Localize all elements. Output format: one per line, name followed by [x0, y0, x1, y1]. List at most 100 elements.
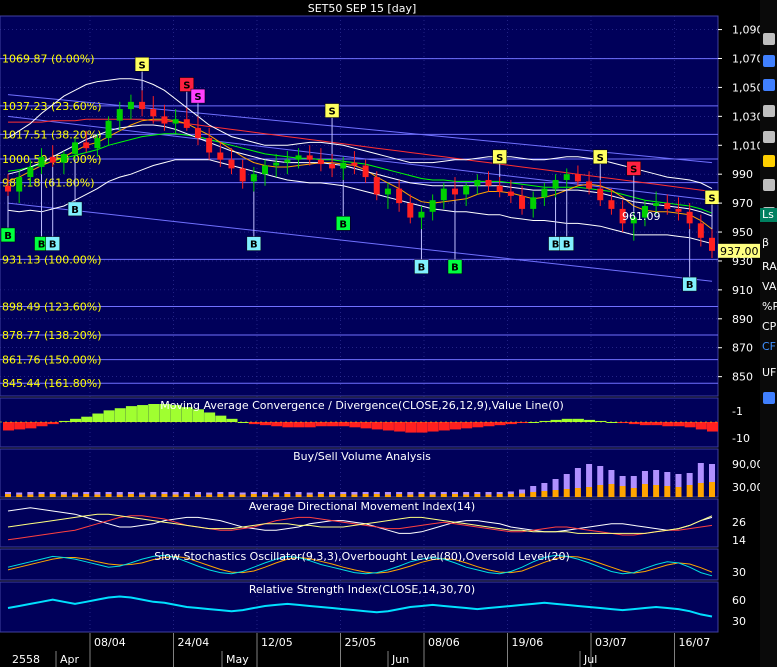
volume-sell-bar: [418, 492, 425, 494]
volume-sell-bar: [519, 489, 526, 494]
volume-sell-bar: [60, 492, 67, 495]
volume-sell-bar: [317, 492, 324, 494]
macd-bar: [394, 422, 406, 432]
volume-tick: 30,00: [732, 481, 764, 494]
volume-sell-bar: [38, 492, 45, 494]
macd-bar: [58, 420, 70, 422]
toolbar-label[interactable]: UF: [762, 366, 776, 379]
ma-fast-line: [7, 118, 713, 230]
volume-sell-bar: [105, 492, 112, 494]
signal-label: B: [451, 263, 459, 274]
candle-body: [507, 191, 514, 196]
macd-tick: -10: [732, 432, 750, 445]
volume-sell-bar: [284, 492, 291, 494]
toolbar-label[interactable]: %P: [762, 300, 777, 313]
toolbar-icon[interactable]: [763, 155, 775, 167]
macd-bar: [215, 415, 227, 422]
buy-signal-marker: [0, 227, 16, 243]
trend-line: [7, 115, 713, 201]
volume-buy-bar: [49, 494, 56, 497]
toolbar-label[interactable]: β: [762, 236, 769, 249]
volume-sell-bar: [697, 463, 704, 483]
fib-label: 861.76 (150.00%): [2, 354, 102, 367]
volume-sell-bar: [541, 483, 548, 491]
candle-body: [239, 168, 246, 182]
volume-sell-bar: [228, 492, 235, 495]
toolbar-label[interactable]: CP: [762, 320, 777, 333]
volume-sell-bar: [653, 470, 660, 485]
toolbar-icon[interactable]: [763, 105, 775, 117]
candle-body: [105, 120, 112, 139]
volume-buy-bar: [653, 485, 660, 497]
volume-sell-bar: [273, 492, 280, 495]
trend-line: [7, 202, 713, 282]
macd-bar: [137, 405, 149, 422]
bollinger-mid-line: [7, 124, 713, 217]
toolbar-icon[interactable]: [763, 79, 775, 91]
signal-label: B: [339, 219, 347, 230]
macd-bar: [539, 420, 551, 422]
signal-label: B: [71, 205, 79, 216]
volume-buy-bar: [38, 494, 45, 497]
volume-sell-bar: [250, 492, 257, 494]
volume-sell-bar: [139, 492, 146, 495]
sell-signal-marker: [324, 103, 340, 118]
signal-label: B: [563, 240, 571, 251]
macd-bar: [70, 418, 82, 422]
rsi-line: [7, 595, 713, 618]
candle-body: [563, 174, 570, 180]
volume-buy-bar: [351, 494, 358, 497]
stochastic-title: Slow Stochastics Oscillator(9,3,3),Overb…: [154, 550, 570, 563]
signal-label: S: [597, 153, 604, 164]
volume-title: Buy/Sell Volume Analysis: [293, 450, 431, 463]
scroll-up-icon[interactable]: [763, 392, 775, 404]
fib-label: 1069.87 (0.00%): [2, 53, 95, 66]
x-date-label: 03/07: [595, 636, 627, 649]
toolbar-label[interactable]: VA: [762, 280, 777, 293]
x-month-label: Jul: [583, 653, 597, 666]
volume-buy-bar: [250, 494, 257, 497]
candle-body: [116, 109, 123, 121]
macd-bar: [405, 422, 417, 433]
volume-sell-bar: [563, 474, 570, 489]
volume-sell-bar: [574, 468, 581, 488]
candle-body: [306, 155, 313, 160]
volume-sell-bar: [306, 492, 313, 495]
volume-buy-bar: [183, 494, 190, 497]
macd-bar: [3, 422, 14, 431]
volume-buy-bar: [686, 485, 693, 497]
macd-bar: [416, 422, 428, 433]
candle-body: [597, 188, 604, 201]
adx-line: [7, 513, 713, 534]
rsi-tick: 30: [732, 615, 746, 628]
toolbar-icon[interactable]: [763, 131, 775, 143]
volume-buy-bar: [552, 490, 559, 497]
volume-sell-bar: [127, 492, 134, 494]
volume-sell-bar: [16, 492, 23, 495]
volume-sell-bar: [608, 470, 615, 484]
volume-buy-bar: [139, 494, 146, 497]
macd-bar: [550, 419, 562, 422]
macd-bar: [25, 422, 37, 429]
macd-bar: [517, 422, 529, 424]
macd-bar: [47, 422, 59, 425]
toolbar-label[interactable]: CF: [762, 340, 776, 353]
volume-sell-bar: [407, 492, 414, 495]
sell-signal-marker: [704, 190, 720, 205]
volume-sell-bar: [686, 473, 693, 485]
volume-sell-bar: [206, 492, 213, 495]
volume-buy-bar: [239, 494, 246, 497]
candle-body: [127, 101, 134, 110]
toolbar-label[interactable]: RA: [762, 260, 777, 273]
toolbar-icon[interactable]: [763, 55, 775, 67]
toolbar-icon[interactable]: [763, 179, 775, 191]
candle-body: [5, 185, 11, 192]
macd-bar: [684, 422, 696, 428]
volume-tick: 90,00: [732, 458, 764, 471]
plus-di-line: [7, 507, 713, 534]
x-date-label: 12/05: [261, 636, 293, 649]
toolbar-icon[interactable]: [763, 33, 775, 45]
toolbar-label[interactable]: Ls: [762, 208, 774, 221]
volume-buy-bar: [150, 494, 157, 497]
volume-buy-bar: [27, 494, 34, 497]
